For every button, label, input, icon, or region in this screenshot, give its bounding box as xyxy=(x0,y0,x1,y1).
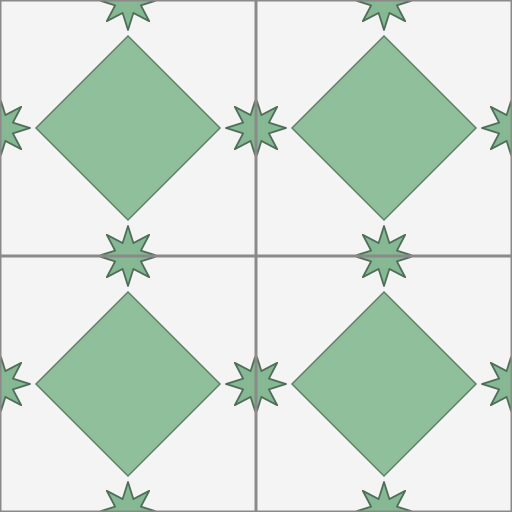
tile-pattern xyxy=(0,0,512,512)
tile-texture xyxy=(0,0,512,512)
page xyxy=(0,0,512,512)
